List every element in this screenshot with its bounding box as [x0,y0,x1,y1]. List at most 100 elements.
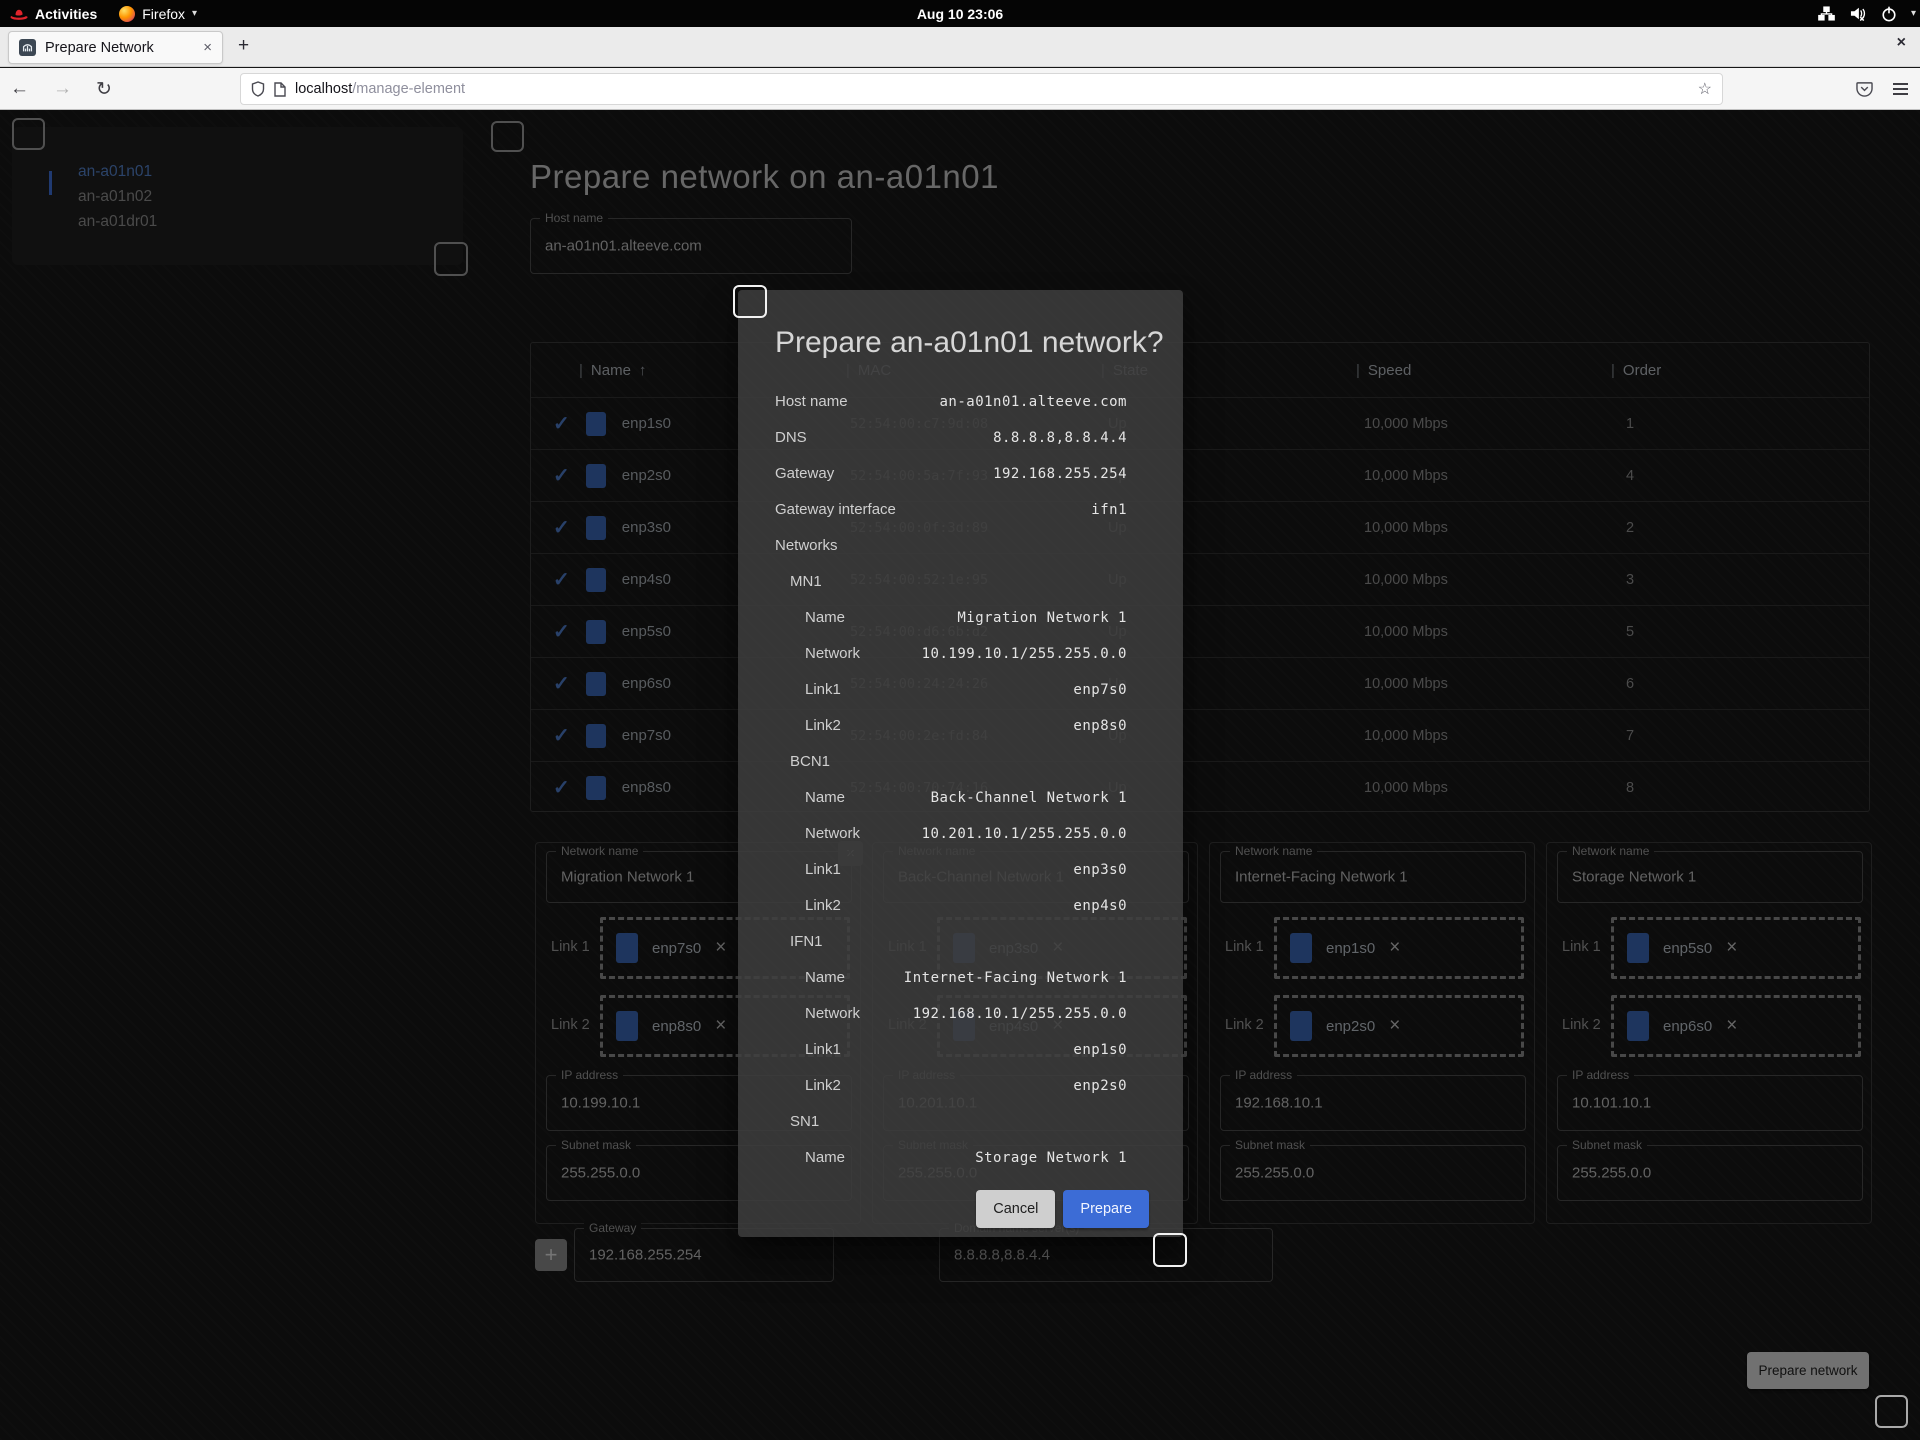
new-tab-button[interactable]: + [238,35,250,56]
detail-value: Migration Network 1 [957,610,1127,626]
column-header-order[interactable]: | Order [1611,361,1662,379]
gateway-field[interactable]: Gateway 192.168.255.254 [574,1221,834,1282]
link1-dropzone[interactable]: enp5s0 × [1611,917,1861,979]
link2-dropzone[interactable]: enp6s0 × [1611,995,1861,1057]
url-text: localhost/manage-element [295,81,1689,97]
port-chip-icon [616,933,638,963]
outline-box [434,242,468,276]
remove-link-icon[interactable]: × [1726,937,1738,958]
subnet-mask-field[interactable]: Subnet mask 255.255.0.0 [1220,1138,1526,1201]
detail-value: an-a01n01.alteeve.com [939,394,1127,410]
detail-value: 8.8.8.8,8.8.4.4 [993,430,1127,446]
tab-prepare-network[interactable]: Prepare Network × [8,31,223,64]
dialog-detail-row: DNS 8.8.8.8,8.8.4.4 [738,421,1183,457]
subnet-mask-value: 255.255.0.0 [561,1164,641,1182]
link1-chip-name[interactable]: enp1s0 [1326,939,1376,957]
detail-label: Gateway interface [775,501,896,518]
prepare-network-button[interactable]: Prepare network [1747,1352,1869,1389]
subnet-mask-label: Subnet mask [556,1138,637,1152]
link1-chip-name[interactable]: enp5s0 [1663,939,1713,957]
network-name-field[interactable]: Network name Internet-Facing Network 1 [1220,844,1526,903]
interface-name: enp3s0 [621,519,671,536]
window-close-icon[interactable]: × [1896,34,1906,51]
network-port-icon [585,671,606,696]
network-card: × Network name Internet-Facing Network 1… [1209,842,1535,1224]
link2-chip-name[interactable]: enp8s0 [652,1017,702,1035]
url-bar[interactable]: localhost/manage-element ☆ [240,73,1723,105]
volume-muted-icon[interactable] [1849,6,1867,21]
host-list-panel: an-a01n01 an-a01n02 an-a01dr01 [12,127,463,265]
selected-check-icon[interactable]: ✓ [553,413,570,435]
back-button[interactable]: ← [10,78,29,99]
link2-chip-name[interactable]: enp2s0 [1326,1017,1376,1035]
ip-address-field[interactable]: IP address 10.101.10.1 [1557,1068,1863,1131]
selected-check-icon[interactable]: ✓ [553,725,570,747]
detail-value: 192.168.10.1/255.255.0.0 [912,1006,1127,1022]
sidebar-item-an-a01n01[interactable]: an-a01n01 [78,163,153,180]
link1-label: Link 1 [1562,939,1601,955]
detail-value: enp4s0 [1073,898,1127,914]
pocket-icon[interactable] [1856,81,1873,97]
subnet-mask-field[interactable]: Subnet mask 255.255.0.0 [546,1138,852,1201]
host-name-field[interactable]: Host name an-a01n01.alteeve.com [530,211,852,274]
remove-link-icon[interactable]: × [1389,937,1401,958]
column-header-speed[interactable]: | Speed [1356,361,1412,379]
detail-label: IFN1 [790,933,823,950]
prepare-button[interactable]: Prepare [1063,1190,1149,1228]
selected-check-icon[interactable]: ✓ [553,777,570,799]
selected-check-icon[interactable]: ✓ [553,621,570,643]
network-port-icon [585,619,606,644]
shield-icon[interactable] [251,81,265,97]
remove-link-icon[interactable]: × [715,937,727,958]
remove-link-icon[interactable]: × [715,1015,727,1036]
add-network-button[interactable]: + [535,1239,567,1271]
chevron-down-icon[interactable]: ▾ [1910,8,1916,19]
cancel-button[interactable]: Cancel [976,1190,1056,1228]
tab-close-icon[interactable]: × [203,39,212,56]
detail-label: MN1 [790,573,822,590]
remove-link-icon[interactable]: × [1389,1015,1401,1036]
sidebar-item-an-a01n02[interactable]: an-a01n02 [78,188,153,205]
selected-check-icon[interactable]: ✓ [553,465,570,487]
forward-button[interactable]: → [53,78,72,99]
network-icon[interactable] [1818,6,1835,21]
port-chip-icon [1290,1011,1312,1041]
detail-value: Back-Channel Network 1 [930,790,1127,806]
reload-button[interactable]: ↻ [96,78,112,100]
link2-chip-name[interactable]: enp6s0 [1663,1017,1713,1035]
selected-check-icon[interactable]: ✓ [553,517,570,539]
selected-check-icon[interactable]: ✓ [553,673,570,695]
interface-name: enp1s0 [621,415,671,432]
page-info-icon[interactable] [274,81,286,97]
firefox-menu[interactable]: Firefox ▾ [119,5,197,22]
detail-label: Gateway [775,465,835,482]
ip-address-value: 10.199.10.1 [561,1094,641,1112]
ip-address-field[interactable]: IP address 192.168.10.1 [1220,1068,1526,1131]
interface-order: 8 [1626,779,1635,796]
activities-button[interactable]: Activities [10,6,97,22]
outline-box [491,121,524,152]
network-name-field[interactable]: Network name Migration Network 1 [546,844,852,903]
dialog-detail-row: Link1 enp3s0 [738,853,1183,889]
column-header-name[interactable]: | Name ↑ [579,361,647,379]
power-icon[interactable] [1881,6,1897,22]
tab-title: Prepare Network [45,39,154,56]
clock[interactable]: Aug 10 23:06 [916,5,1004,22]
menu-icon[interactable] [1893,83,1908,95]
sidebar-item-an-a01dr01[interactable]: an-a01dr01 [78,213,158,230]
ip-address-field[interactable]: IP address 10.199.10.1 [546,1068,852,1131]
firefox-label: Firefox [142,5,186,22]
network-port-icon [585,775,606,800]
subnet-mask-field[interactable]: Subnet mask 255.255.0.0 [1557,1138,1863,1201]
link1-chip-name[interactable]: enp7s0 [652,939,702,957]
gateway-label: Gateway [584,1221,642,1235]
interface-speed: 10,000 Mbps [1364,779,1448,796]
network-name-field[interactable]: Network name Storage Network 1 [1557,844,1863,903]
link2-dropzone[interactable]: enp8s0 × [600,995,850,1057]
selected-check-icon[interactable]: ✓ [553,569,570,591]
link2-dropzone[interactable]: enp2s0 × [1274,995,1524,1057]
link1-dropzone[interactable]: enp1s0 × [1274,917,1524,979]
page-title: Prepare network on an-a01n01 [530,158,999,195]
bookmark-star-icon[interactable]: ☆ [1697,81,1712,98]
remove-link-icon[interactable]: × [1726,1015,1738,1036]
